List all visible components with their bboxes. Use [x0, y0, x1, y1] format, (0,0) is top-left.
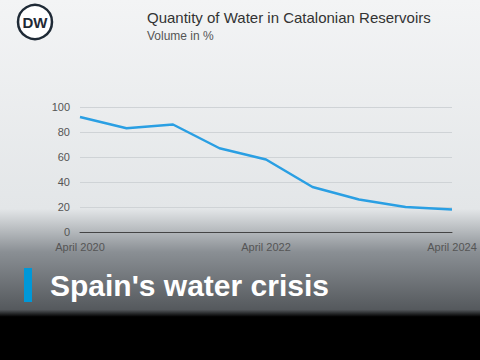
svg-text:Spain's water crisis: Spain's water crisis	[50, 269, 329, 302]
svg-text:0: 0	[64, 226, 70, 238]
svg-text:20: 20	[58, 201, 70, 213]
svg-text:April 2022: April 2022	[241, 241, 291, 253]
svg-text:Volume in %: Volume in %	[147, 29, 214, 43]
svg-text:80: 80	[58, 126, 70, 138]
svg-text:40: 40	[58, 176, 70, 188]
svg-text:Quantity of Water in Catalonia: Quantity of Water in Catalonian Reservoi…	[147, 9, 431, 26]
svg-text:100: 100	[52, 101, 70, 113]
svg-text:April 2020: April 2020	[55, 241, 105, 253]
svg-text:April 2024: April 2024	[427, 241, 477, 253]
svg-text:60: 60	[58, 151, 70, 163]
svg-text:DW: DW	[23, 14, 49, 31]
